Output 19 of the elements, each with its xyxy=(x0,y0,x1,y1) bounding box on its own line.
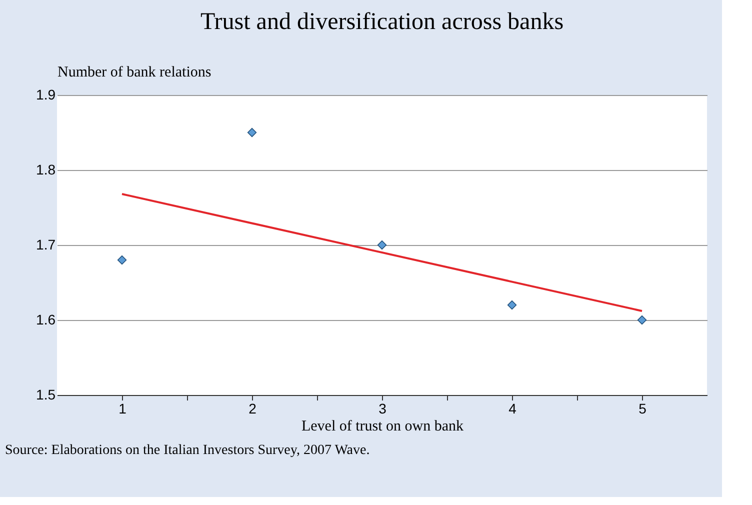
point xyxy=(247,128,257,138)
y-tick-label: 1.8 xyxy=(36,162,56,178)
y-axis-title: Number of bank relations xyxy=(58,64,212,80)
y-tick-label: 1.7 xyxy=(36,236,56,252)
x-axis-title: Level of trust on own bank xyxy=(301,418,464,434)
point xyxy=(377,240,387,250)
x-tick-label: 3 xyxy=(378,400,387,416)
point xyxy=(507,300,517,310)
y-tick-label: 1.9 xyxy=(36,86,56,102)
x-tick-label: 1 xyxy=(118,400,127,416)
point xyxy=(117,255,127,265)
y-tick-label: 1.5 xyxy=(36,386,56,402)
x-tick-label: 2 xyxy=(248,400,257,416)
source-note: Source: Elaborations on the Italian Investors Survey, 2007 Wave. xyxy=(5,443,370,458)
x-tick-label: 4 xyxy=(508,400,517,416)
x-tick-label: 5 xyxy=(638,400,647,416)
chart-title: Trust and diversification across banks xyxy=(200,9,564,35)
point xyxy=(637,315,647,325)
y-tick-label: 1.6 xyxy=(36,312,56,328)
